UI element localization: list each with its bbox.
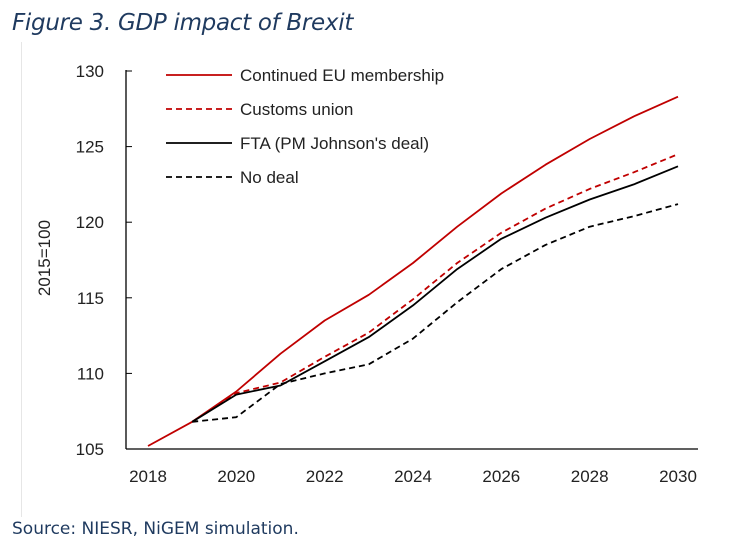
y-tick-label: 120 (76, 213, 104, 232)
x-tick-label: 2022 (306, 467, 344, 486)
x-tick-label: 2018 (129, 467, 167, 486)
series-line-2 (191, 165, 679, 423)
legend-label: Continued EU membership (240, 66, 444, 85)
x-tick-label: 2028 (571, 467, 609, 486)
series-line-1 (191, 153, 679, 423)
y-tick-label: 105 (76, 440, 104, 459)
figure-title: Figure 3. GDP impact of Brexit (12, 10, 354, 36)
series-line-0 (147, 95, 679, 447)
legend-label: FTA (PM Johnson's deal) (240, 134, 429, 153)
y-tick-label: 115 (77, 289, 104, 308)
y-tick-label: 130 (76, 62, 104, 81)
x-tick-label: 2030 (659, 467, 697, 486)
x-tick-label: 2020 (217, 467, 255, 486)
y-tick-label: 125 (76, 138, 104, 157)
source-note: Source: NIESR, NiGEM simulation. (12, 519, 299, 539)
legend-label: No deal (240, 168, 299, 187)
series-line-3 (192, 203, 679, 423)
left-border-line (21, 42, 22, 517)
y-axis-label: 2015=100 (35, 220, 54, 296)
legend-label: Customs union (240, 100, 353, 119)
x-tick-label: 2026 (482, 467, 520, 486)
y-tick-label: 110 (77, 364, 104, 383)
x-tick-label: 2024 (394, 467, 432, 486)
